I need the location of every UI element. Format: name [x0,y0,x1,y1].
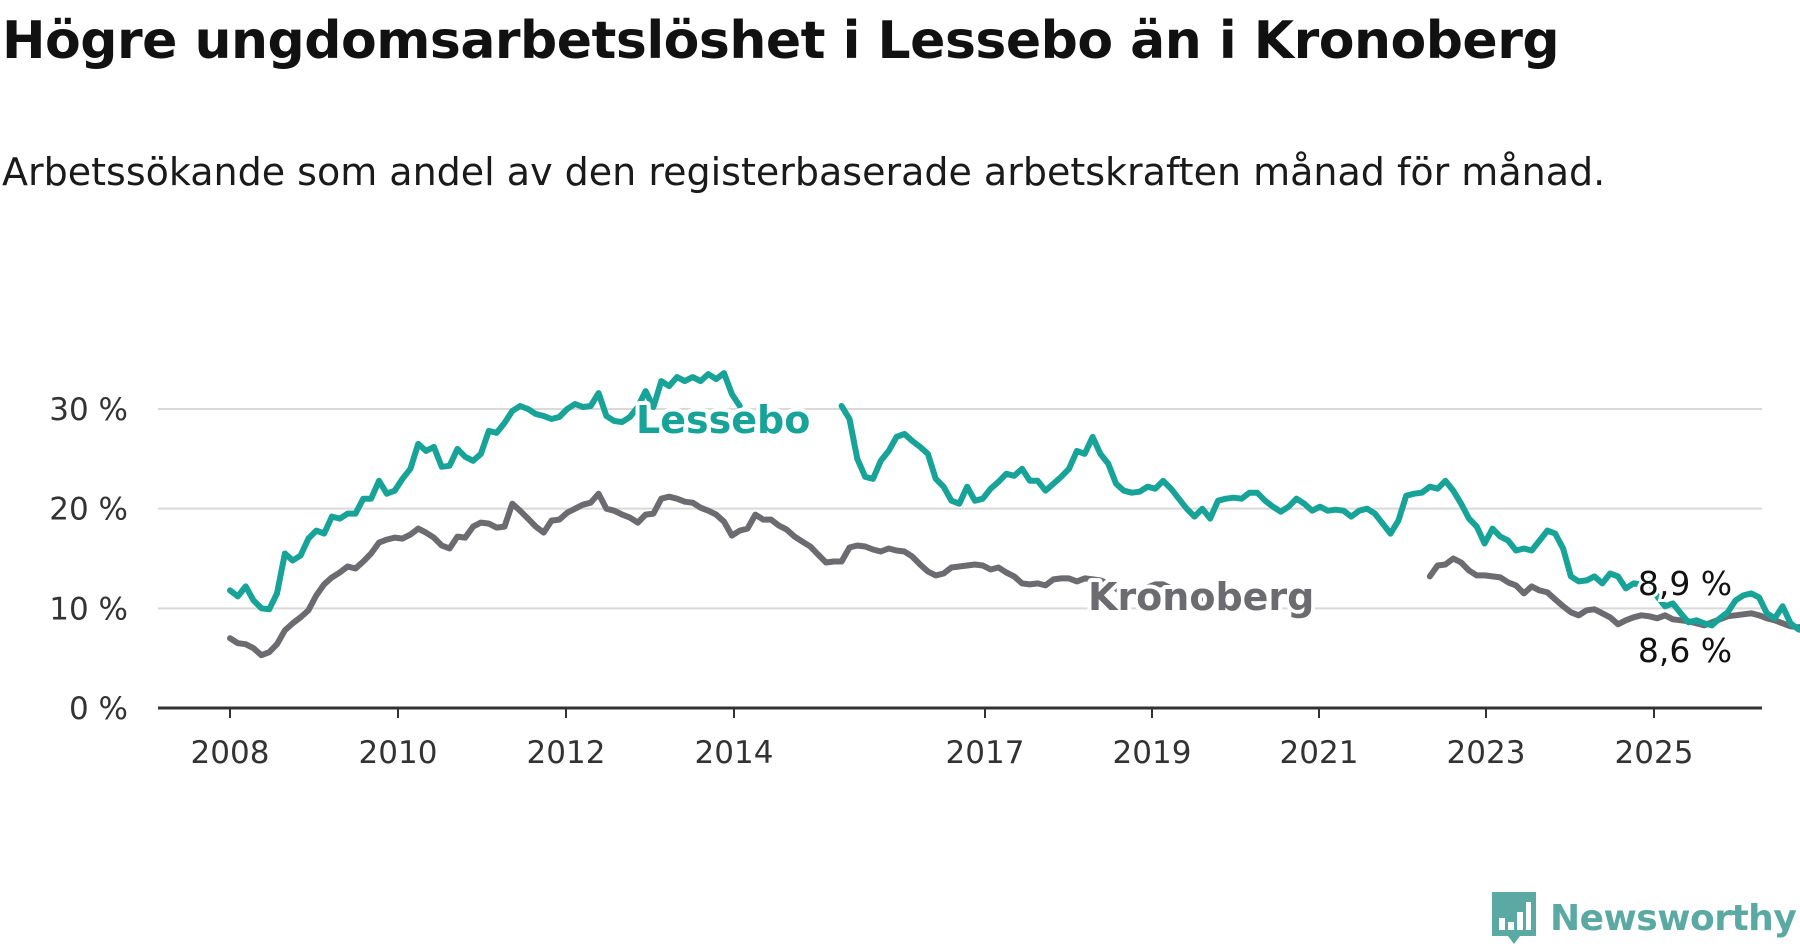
brand-name: Newsworthy [1550,897,1797,939]
series-label-lessebo: Lessebo [636,398,810,442]
end-label-lessebo: 8,9 % [1638,564,1732,603]
series-label-kronoberg: Kronoberg [1088,575,1314,619]
brand-logo[interactable]: Newsworthy [1490,888,1797,948]
series-line-kronoberg [227,490,1206,659]
x-tick-label: 2014 [695,735,774,771]
end-label-kronoberg: 8,6 % [1638,631,1732,670]
x-tick-label: 2025 [1615,735,1694,771]
chart-labels: Lessebo Kronoberg 8,9 % 8,6 % [632,394,1735,673]
x-tick-label: 2008 [191,735,270,771]
chart-title: Högre ungdomsarbetslöshet i Lessebo än i… [2,11,1560,71]
x-tick-label: 2023 [1447,735,1526,771]
x-tick-label: 2010 [359,735,438,771]
grid-lines [158,408,1762,610]
series-line-lessebo [227,370,743,613]
y-tick-label: 10 % [49,591,128,627]
axes: 0 % 10 % 20 % 30 % 2008 2010 2012 2014 2017 2019 2… [49,392,1762,771]
x-tick-label: 2017 [946,735,1025,771]
series-lines [227,370,1800,659]
y-tick-label: 0 % [69,691,128,727]
series-line-lessebo [838,403,1800,633]
x-tick-label: 2019 [1113,735,1192,771]
y-tick-label: 20 % [49,492,128,528]
x-tick-label: 2021 [1280,735,1359,771]
bar-chart-speech-bubble-icon [1492,892,1536,944]
series-line-kronoberg [1426,555,1800,631]
y-tick-label: 30 % [49,392,128,428]
x-tick-label: 2012 [527,735,606,771]
chart-subtitle: Arbetssökande som andel av den registerb… [2,150,1606,194]
